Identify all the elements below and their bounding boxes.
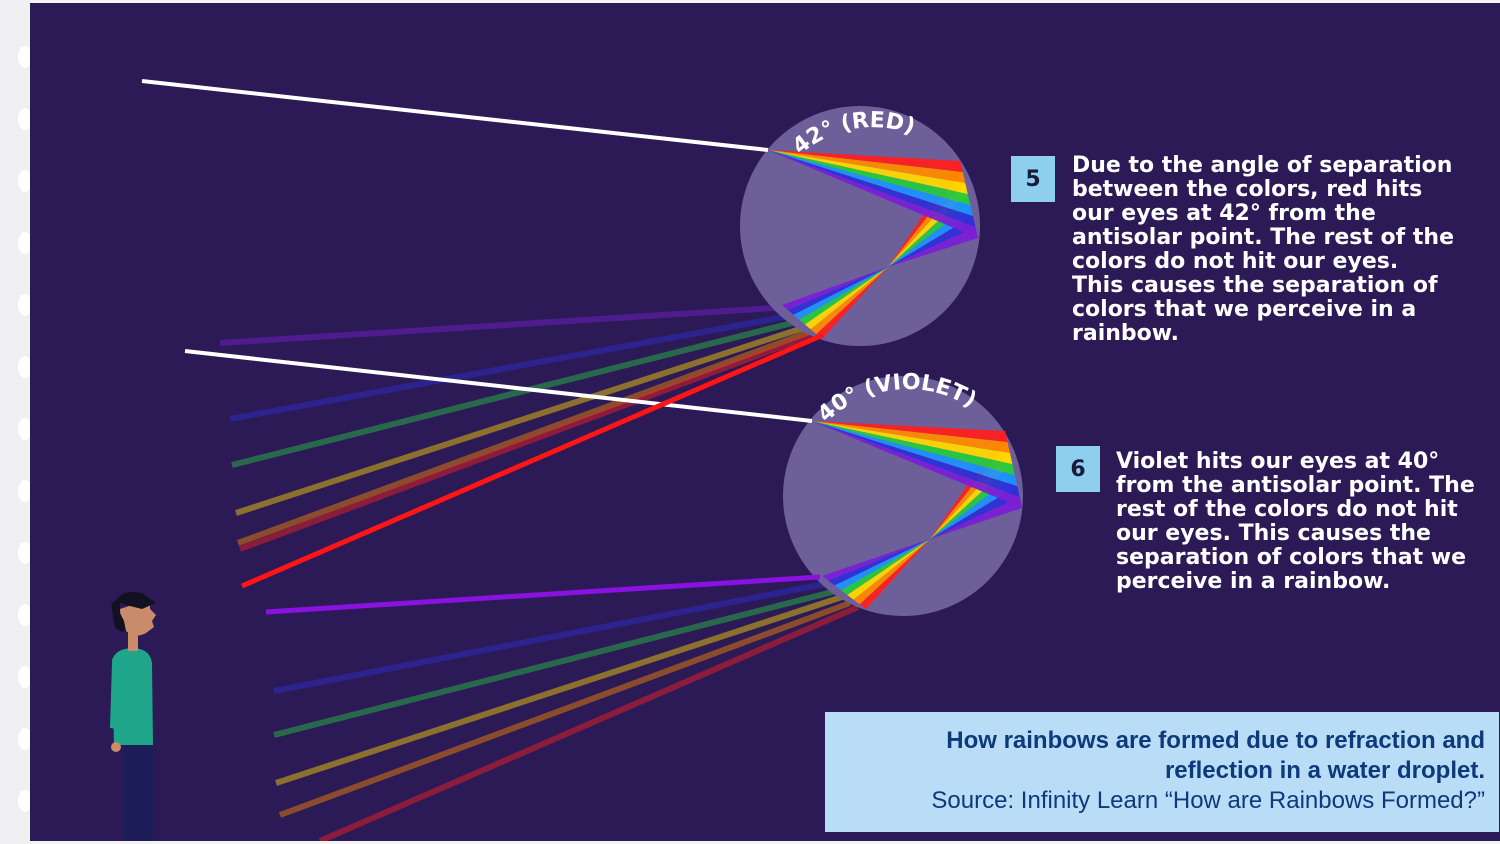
droplet-2-exit-rays	[273, 580, 860, 841]
spectrum-band	[828, 539, 930, 586]
spectrum-band	[812, 421, 1010, 453]
spectrum-band	[834, 539, 930, 591]
margin-dot	[18, 108, 32, 130]
margin-dot	[18, 604, 32, 626]
sunlight-ray-2	[184, 349, 813, 423]
spectrum-band	[888, 227, 978, 267]
faint-exit-ray	[273, 580, 831, 694]
spectrum-band	[822, 539, 930, 581]
spectrum-band	[782, 267, 888, 310]
spectrum-band	[787, 267, 888, 315]
step-6-description: Violet hits our eyes at 40° from the ant…	[1116, 449, 1475, 594]
faint-exit-ray	[318, 604, 860, 841]
violet-ray-40-degrees	[265, 574, 821, 615]
margin-dot	[18, 232, 32, 254]
spectrum-band	[768, 150, 966, 183]
droplet-2-internal-spectrum	[812, 421, 1022, 609]
spectrum-band	[810, 267, 888, 335]
step-5-description: Due to the angle of separation between t…	[1072, 153, 1455, 346]
spectrum-band	[804, 267, 888, 330]
spectrum-band	[768, 150, 978, 238]
margin-dot	[18, 294, 32, 316]
margin-dot	[18, 790, 32, 812]
step-number: 5	[1025, 166, 1041, 192]
margin-dot	[18, 542, 32, 564]
spectrum-band	[853, 539, 930, 605]
margin-dot	[18, 46, 32, 68]
margin-dot	[18, 480, 32, 502]
spectrum-band	[768, 150, 968, 194]
faint-exit-ray	[231, 318, 801, 468]
red-ray-42-degrees	[241, 332, 824, 589]
spectrum-band	[930, 486, 1020, 539]
rainbow-diagram: 42° (RED) 40° (VIOLET)	[110, 79, 1023, 841]
droplet-1-internal-spectrum	[768, 150, 978, 339]
spectrum-band	[859, 539, 930, 609]
faint-exit-ray	[275, 594, 843, 786]
faint-exit-ray	[219, 304, 791, 346]
caption-source: Source: Infinity Learn “How are Rainbows…	[931, 787, 1485, 814]
spectrum-band	[799, 267, 888, 325]
faint-exit-ray	[235, 324, 807, 516]
faint-exit-ray	[273, 588, 837, 738]
faint-exit-ray	[238, 330, 820, 552]
spectrum-band	[888, 216, 976, 267]
faint-exit-ray	[278, 600, 852, 818]
step-number: 6	[1070, 456, 1086, 482]
droplet-1-exit-rays	[219, 304, 820, 552]
spectrum-band	[812, 421, 1015, 475]
left-margin-strip	[0, 0, 32, 844]
margin-dot	[18, 356, 32, 378]
observer-person-icon	[110, 592, 156, 841]
spectrum-band	[840, 539, 930, 595]
sunlight-ray-1	[141, 79, 769, 152]
spectrum-band	[930, 497, 1022, 539]
spectrum-band	[768, 150, 971, 205]
spectrum-band	[812, 421, 1022, 508]
margin-dot	[18, 170, 32, 192]
spectrum-band	[793, 267, 888, 320]
figure-caption: How rainbows are formed due to refractio…	[825, 712, 1499, 832]
spectrum-band	[812, 421, 1013, 464]
step-6-badge: 6	[1056, 446, 1100, 492]
step-5-badge: 5	[1011, 156, 1055, 202]
faint-exit-ray	[236, 328, 814, 546]
spectrum-band	[812, 421, 1018, 486]
margin-dot	[18, 418, 32, 440]
diagram-stage: 42° (RED) 40° (VIOLET) 5 Due to the angl…	[30, 3, 1500, 841]
spectrum-band	[816, 267, 888, 339]
faint-exit-ray	[229, 312, 796, 422]
margin-dot	[18, 666, 32, 688]
margin-dot	[18, 728, 32, 750]
caption-title: How rainbows are formed due to refractio…	[946, 727, 1485, 784]
spectrum-band	[768, 150, 973, 216]
spectrum-band	[847, 539, 930, 600]
